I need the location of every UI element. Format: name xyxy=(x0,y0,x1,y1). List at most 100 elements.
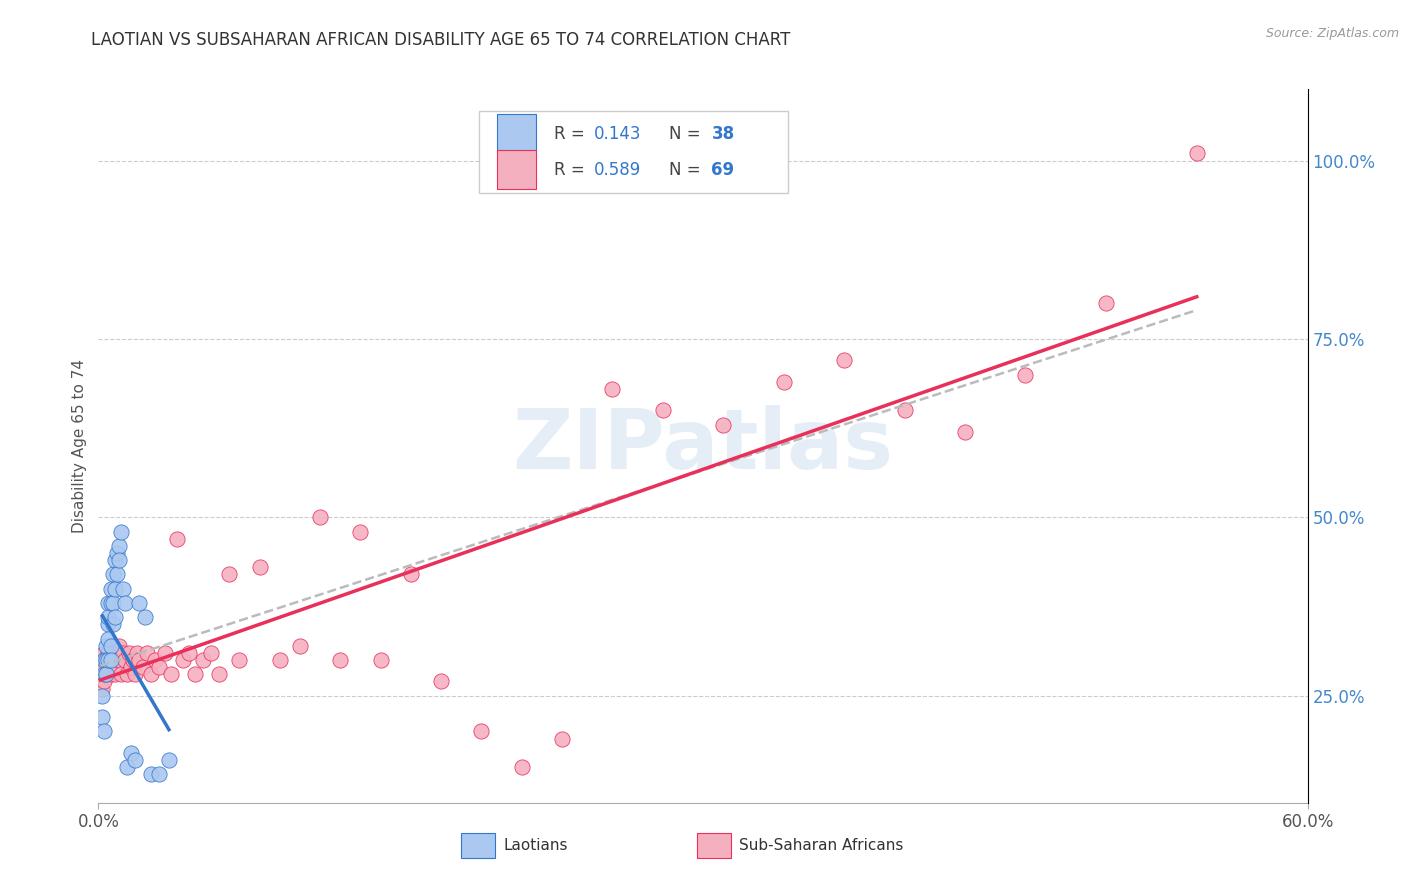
Point xyxy=(96,667,118,681)
Point xyxy=(101,617,124,632)
Point xyxy=(107,653,129,667)
Point xyxy=(96,653,118,667)
Point xyxy=(103,610,125,624)
Text: R =: R = xyxy=(554,125,591,143)
Point xyxy=(193,653,215,667)
Point xyxy=(91,653,114,667)
Point xyxy=(100,639,122,653)
Point xyxy=(269,653,291,667)
Point xyxy=(103,582,125,596)
Point xyxy=(97,632,120,646)
Text: 69: 69 xyxy=(711,161,734,178)
Y-axis label: Disability Age 65 to 74: Disability Age 65 to 74 xyxy=(72,359,87,533)
Point xyxy=(249,560,271,574)
Point xyxy=(93,724,115,739)
Point xyxy=(128,596,150,610)
Point xyxy=(309,510,332,524)
Point xyxy=(121,653,143,667)
Point xyxy=(100,596,122,610)
Point xyxy=(110,524,132,539)
Point xyxy=(153,646,176,660)
Text: 38: 38 xyxy=(711,125,734,143)
Point xyxy=(100,667,122,681)
Point xyxy=(228,653,250,667)
Point xyxy=(430,674,453,689)
Point xyxy=(93,646,115,660)
Text: Laotians: Laotians xyxy=(503,838,568,853)
FancyBboxPatch shape xyxy=(498,114,536,153)
Point xyxy=(107,553,129,567)
Point xyxy=(124,667,146,681)
Point xyxy=(96,653,118,667)
Point xyxy=(97,610,120,624)
Point xyxy=(103,667,125,681)
Point xyxy=(91,710,114,724)
Point xyxy=(97,646,120,660)
Point xyxy=(105,546,128,560)
Point xyxy=(118,646,141,660)
Point xyxy=(93,653,115,667)
Point xyxy=(105,567,128,582)
Point xyxy=(96,639,118,653)
Text: N =: N = xyxy=(669,161,706,178)
Point xyxy=(128,653,150,667)
Point xyxy=(135,646,157,660)
Point xyxy=(288,639,311,653)
Point xyxy=(105,646,128,660)
Point xyxy=(97,596,120,610)
Point xyxy=(91,689,114,703)
Point xyxy=(115,760,138,774)
Point xyxy=(93,667,115,681)
Point xyxy=(110,667,132,681)
Point xyxy=(208,667,231,681)
Point xyxy=(184,667,207,681)
Point xyxy=(148,767,170,781)
Point xyxy=(172,653,194,667)
Point xyxy=(107,639,129,653)
Point xyxy=(111,582,134,596)
Point xyxy=(772,375,794,389)
Point xyxy=(470,724,492,739)
FancyBboxPatch shape xyxy=(498,150,536,189)
Text: LAOTIAN VS SUBSAHARAN AFRICAN DISABILITY AGE 65 TO 74 CORRELATION CHART: LAOTIAN VS SUBSAHARAN AFRICAN DISABILITY… xyxy=(91,31,790,49)
Point xyxy=(120,746,142,760)
Point xyxy=(349,524,371,539)
Point xyxy=(160,667,183,681)
Point xyxy=(103,553,125,567)
Point xyxy=(200,646,222,660)
Point xyxy=(100,653,122,667)
Point xyxy=(218,567,240,582)
Point xyxy=(953,425,976,439)
Point xyxy=(179,646,201,660)
Point xyxy=(114,653,136,667)
Point xyxy=(370,653,392,667)
Point xyxy=(510,760,533,774)
Point xyxy=(893,403,915,417)
Point xyxy=(1095,296,1118,310)
Text: N =: N = xyxy=(669,125,706,143)
Point xyxy=(157,753,180,767)
Text: ZIPatlas: ZIPatlas xyxy=(513,406,893,486)
Point xyxy=(132,660,155,674)
Point xyxy=(114,596,136,610)
Point xyxy=(1185,146,1208,161)
Point xyxy=(103,653,125,667)
Point xyxy=(124,753,146,767)
Point xyxy=(91,681,114,696)
Point xyxy=(101,646,124,660)
Point xyxy=(120,660,142,674)
Point xyxy=(166,532,188,546)
Text: 0.143: 0.143 xyxy=(595,125,641,143)
Point xyxy=(100,639,122,653)
Point xyxy=(97,660,120,674)
Point xyxy=(111,646,134,660)
Point xyxy=(134,610,156,624)
Point xyxy=(711,417,734,432)
Point xyxy=(115,667,138,681)
Point xyxy=(832,353,855,368)
Text: R =: R = xyxy=(554,161,591,178)
Point xyxy=(602,382,624,396)
Point xyxy=(100,653,122,667)
Point xyxy=(651,403,673,417)
Point xyxy=(93,660,115,674)
